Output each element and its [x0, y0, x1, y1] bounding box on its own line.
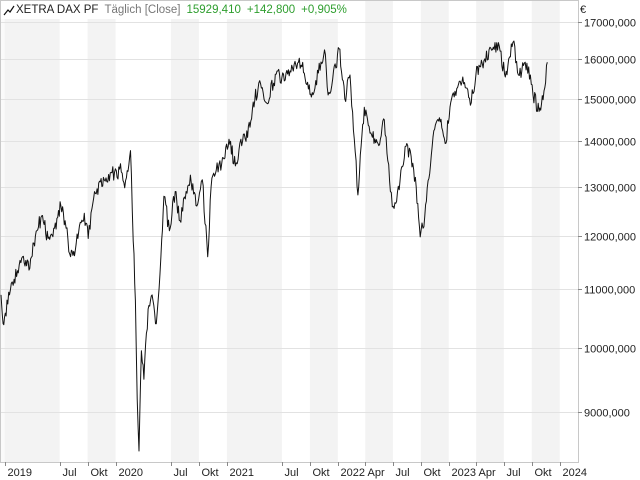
y-tick-label: 17000,000 [584, 18, 636, 30]
y-tick-label: 10000,000 [584, 344, 636, 356]
x-tick-label: Jul [507, 467, 521, 479]
y-axis: 9000,000 10000,000 11000,000 12000,000 13000… [578, 18, 636, 420]
plot-frame [0, 0, 579, 463]
x-tick-label: Apr [368, 467, 385, 479]
band-3 [226, 1, 282, 462]
y-tick-label: 12000,000 [584, 232, 636, 244]
band-2 [170, 1, 199, 462]
y-tick-label: 13000,000 [584, 183, 636, 195]
x-tick-label: Apr [479, 467, 496, 479]
change-value: +142,800 [246, 4, 296, 16]
last-value: 15929,410 [186, 4, 241, 16]
y-tick-label: 9000,000 [584, 408, 630, 420]
x-tick-label: 2022 [341, 467, 365, 479]
x-tick-label: Okt [91, 467, 108, 479]
x-axis: 2019 Jul Okt 2020 Jul Okt 2021 Jul Okt 2022 Apr Jul… [5, 462, 587, 479]
x-tick-label: 2023 [452, 467, 476, 479]
band-1 [87, 1, 116, 462]
x-tick-label: 2024 [563, 467, 587, 479]
band-0 [4, 1, 60, 462]
band-7 [476, 1, 504, 462]
y-tick-label: 11000,000 [584, 285, 635, 297]
horizontal-grid [1, 22, 578, 413]
x-tick-label: Okt [202, 467, 219, 479]
x-tick-label: 2019 [8, 467, 32, 479]
instrument-name: XETRA DAX PF [16, 4, 99, 16]
y-tick-label: 15000,000 [584, 95, 636, 107]
x-tick-label: 2020 [119, 467, 143, 479]
interval-label: Täglich [Close] [104, 4, 181, 16]
x-tick-label: Jul [396, 467, 410, 479]
band-5 [365, 1, 393, 462]
x-tick-label: Jul [285, 467, 299, 479]
x-tick-label: Okt [535, 467, 552, 479]
y-tick-label: 16000,000 [584, 55, 636, 67]
line-series-icon [3, 5, 15, 16]
band-6 [420, 1, 449, 462]
band-start [1, 1, 5, 462]
background-bands [1, 1, 560, 462]
x-tick-label: Okt [424, 467, 441, 479]
series-layer [0, 40, 548, 452]
x-tick-label: Jul [63, 467, 77, 479]
change-percent: +0,905% [301, 4, 347, 16]
x-tick-label: Okt [313, 467, 330, 479]
chart-legend: XETRA DAX PF Täglich [Close] 15929,410 +… [1, 1, 351, 19]
y-tick-label: 14000,000 [584, 137, 636, 149]
x-tick-label: Jul [174, 467, 188, 479]
y-unit-label: € [580, 4, 587, 16]
x-tick-label: 2021 [230, 467, 254, 479]
series-line-0 [0, 40, 548, 452]
